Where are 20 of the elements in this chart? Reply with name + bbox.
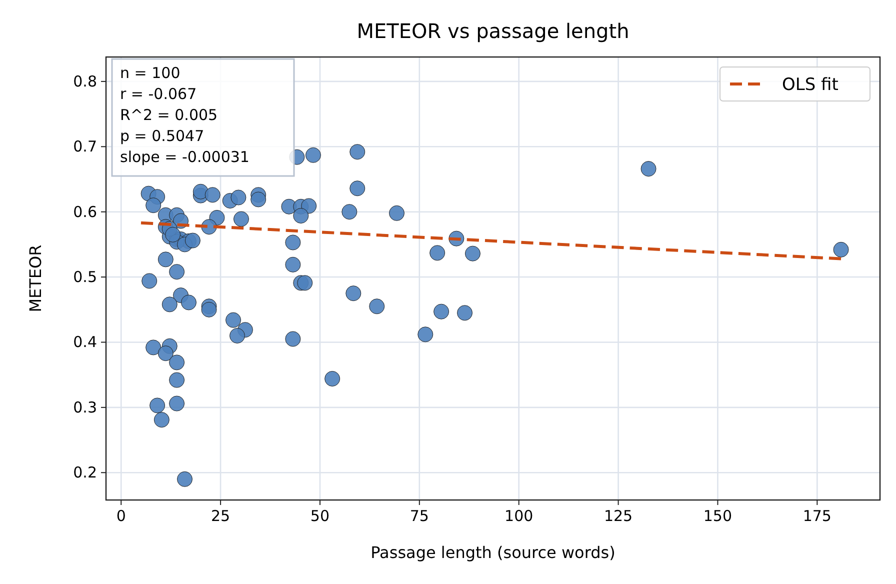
x-tick-label: 125: [604, 507, 633, 525]
annotation: n = 100 r = -0.067 R^2 = 0.005 p = 0.5047 slope = -0.00031: [120, 64, 250, 166]
x-tick-label: 175: [802, 507, 832, 525]
x-axis-title: Passage length (source words): [370, 543, 616, 562]
y-tick-label: 0.8: [73, 72, 97, 90]
x-tick-label: 0: [116, 507, 126, 525]
y-axis-title: METEOR: [26, 244, 45, 312]
legend-label: OLS fit: [782, 75, 839, 95]
y-tick-label: 0.3: [73, 398, 97, 416]
x-tick-label: 150: [703, 507, 732, 525]
x-tick-label: 75: [410, 507, 429, 525]
x-tick-label: 50: [310, 507, 330, 525]
x-tick-label: 25: [211, 507, 230, 525]
y-tick-label: 0.6: [73, 202, 97, 221]
y-tick-label: 0.7: [73, 138, 97, 156]
y-tick-label: 0.5: [73, 268, 97, 286]
chart-title: METEOR vs passage length: [356, 19, 630, 43]
y-tick-label: 0.4: [73, 333, 97, 352]
x-tick-label: 100: [504, 507, 534, 525]
y-tick-label: 0.2: [73, 464, 97, 482]
